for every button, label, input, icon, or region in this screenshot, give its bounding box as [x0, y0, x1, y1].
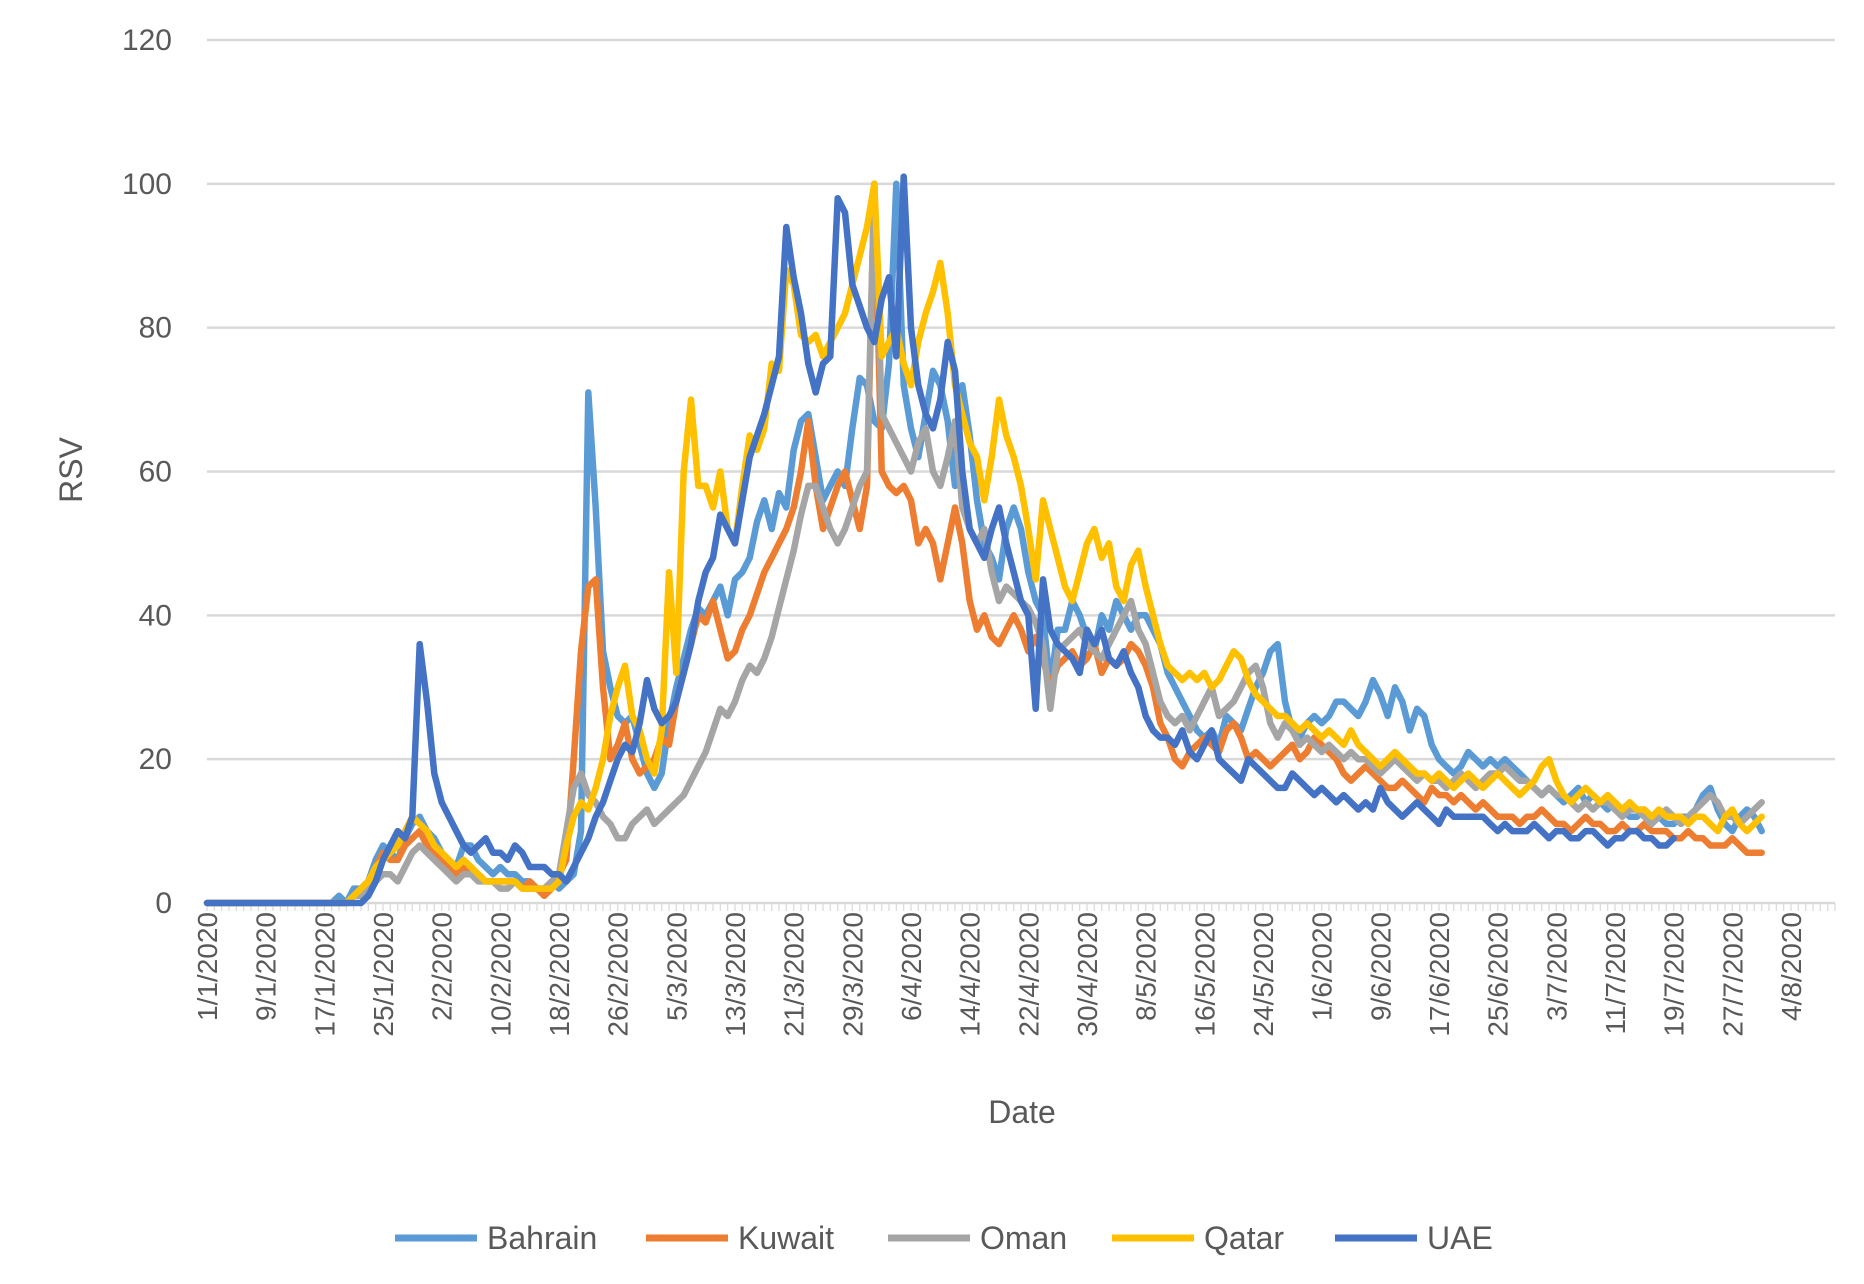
y-axis-title: RSV [53, 436, 89, 502]
x-tick-label: 8/5/2020 [1131, 912, 1162, 1021]
series-lines [203, 173, 1765, 907]
x-tick-label: 19/7/2020 [1659, 912, 1690, 1037]
x-tick-label: 22/4/2020 [1013, 912, 1044, 1037]
x-tick-label: 1/6/2020 [1307, 912, 1338, 1021]
x-tick-label: 11/7/2020 [1600, 912, 1631, 1035]
x-tick-label: 14/4/2020 [955, 912, 986, 1037]
series-line-oman [203, 180, 1765, 907]
series-line-uae [203, 173, 1677, 907]
x-tick-label: 25/6/2020 [1483, 912, 1514, 1037]
y-tick-label: 100 [122, 168, 172, 201]
x-tick-label: 30/4/2020 [1072, 912, 1103, 1037]
x-tick-label: 1/1/2020 [192, 912, 223, 1021]
x-tick-label: 29/3/2020 [837, 912, 868, 1037]
legend-label-kuwait: Kuwait [738, 1220, 834, 1256]
x-tick-labels: 1/1/2020 9/1/2020 17/1/2020 25/1/2020 2/2/20… [192, 912, 1807, 1037]
legend-label-oman: Oman [980, 1220, 1067, 1256]
x-tick-label: 25/1/2020 [368, 912, 399, 1037]
legend-label-qatar: Qatar [1204, 1220, 1284, 1256]
x-tick-label: 24/5/2020 [1248, 912, 1279, 1037]
y-tick-labels: 0 20 40 60 80 100 120 [122, 24, 172, 920]
y-tick-label: 120 [122, 24, 172, 57]
x-tick-label: 18/2/2020 [544, 912, 575, 1037]
legend-label-uae: UAE [1427, 1220, 1493, 1256]
x-tick-label: 10/2/2020 [485, 912, 516, 1037]
x-tick-label: 4/8/2020 [1776, 912, 1807, 1021]
x-tick-label: 9/6/2020 [1365, 912, 1396, 1021]
x-tick-label: 17/1/2020 [309, 912, 340, 1037]
x-tick-label: 2/2/2020 [427, 912, 458, 1021]
x-tick-label: 21/3/2020 [779, 912, 810, 1037]
legend: Bahrain Kuwait Oman Qatar UAE [395, 1220, 1493, 1256]
x-axis [206, 901, 1836, 911]
x-tick-label: 13/3/2020 [720, 912, 751, 1037]
y-tick-label: 80 [139, 312, 172, 345]
x-tick-label: 9/1/2020 [251, 912, 282, 1021]
y-tick-label: 60 [139, 456, 172, 489]
y-tick-label: 40 [139, 599, 172, 632]
x-tick-label: 5/3/2020 [661, 912, 692, 1021]
x-tick-label: 3/7/2020 [1541, 912, 1572, 1021]
y-gridlines [207, 38, 1835, 761]
y-tick-label: 0 [155, 887, 172, 920]
x-tick-label: 27/7/2020 [1717, 912, 1748, 1037]
x-tick-label: 16/5/2020 [1189, 912, 1220, 1037]
legend-label-bahrain: Bahrain [487, 1220, 597, 1256]
y-tick-label: 20 [139, 743, 172, 776]
x-tick-label: 26/2/2020 [603, 912, 634, 1037]
x-axis-title: Date [988, 1094, 1056, 1130]
series-line-qatar [203, 180, 1765, 907]
x-tick-label: 6/4/2020 [896, 912, 927, 1021]
x-tick-label: 17/6/2020 [1424, 912, 1455, 1037]
